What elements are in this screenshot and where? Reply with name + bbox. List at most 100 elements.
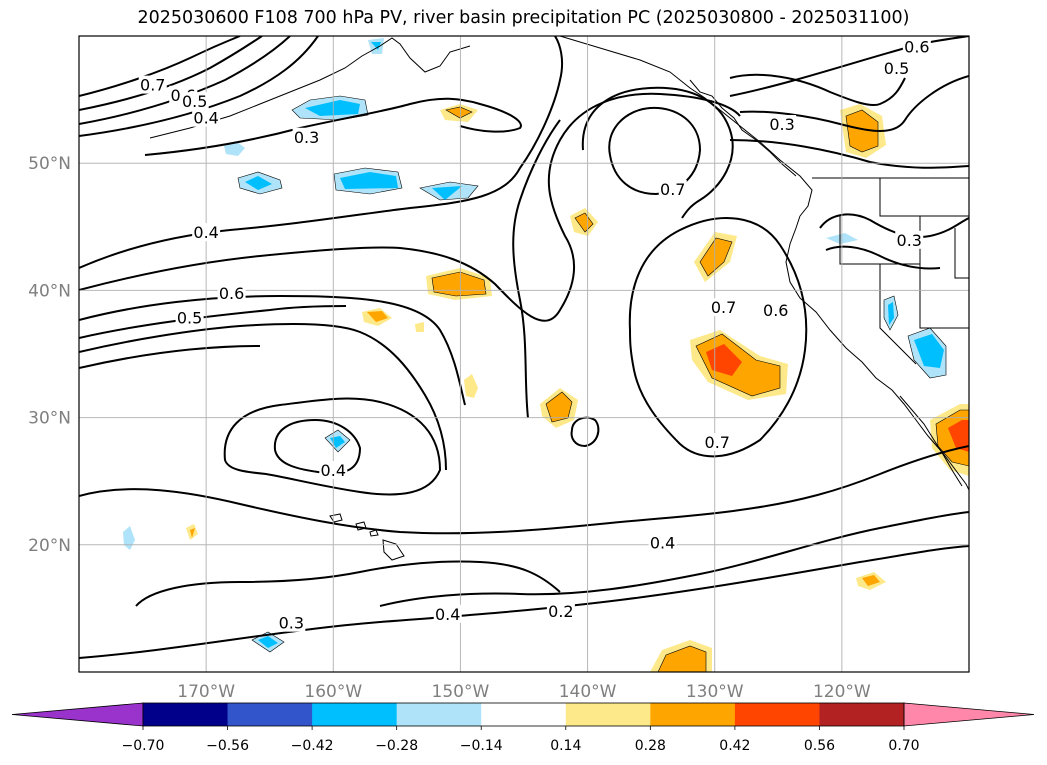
pv-contour	[581, 86, 734, 219]
map-frame	[78, 35, 970, 673]
contour-label-bg	[761, 300, 790, 319]
contour-label-bg	[319, 461, 348, 480]
pv-contour	[79, 36, 241, 97]
contour-label: 0.3	[769, 115, 794, 134]
pv-contour	[79, 294, 466, 406]
colorbar-segment	[143, 703, 229, 726]
pv-contour	[739, 75, 969, 132]
pv-contour	[729, 139, 969, 169]
contour-label: 0.7	[140, 76, 165, 95]
contour-label: 0.4	[321, 461, 346, 480]
contour-label: 0.6	[904, 37, 929, 56]
pv-contour	[144, 97, 522, 156]
hawaii-island	[329, 513, 343, 523]
pv-contour	[223, 397, 442, 496]
contour-label-bg	[902, 37, 931, 56]
contour-label-bg	[138, 75, 167, 94]
contour-label-bg	[192, 108, 221, 127]
lat-tick-label: 50°N	[28, 154, 71, 174]
contour-label-bg	[546, 602, 575, 621]
pv-contour	[729, 73, 906, 106]
colorbar-segment	[481, 703, 567, 726]
map-background	[79, 36, 969, 672]
precip-area	[574, 212, 594, 233]
contour-label: 0.7	[705, 433, 730, 452]
colorbar-tick-label: −0.14	[460, 738, 503, 754]
coastlines	[149, 36, 969, 561]
contour-label: 0.4	[435, 605, 460, 624]
contour-label: 0.6	[763, 301, 788, 320]
alaska-peninsula-coast	[149, 37, 471, 139]
baja-california-coast	[899, 395, 963, 487]
contour-label-bg	[648, 533, 677, 552]
colorbar-tick-label: 0.14	[550, 738, 581, 754]
pv-contour	[79, 36, 291, 125]
pv-contour	[79, 545, 969, 659]
colorbar-tick-label: −0.28	[375, 738, 418, 754]
contour-label: 0.4	[650, 534, 675, 553]
pv-contour	[135, 560, 561, 607]
colorbar-extend-high	[903, 702, 1035, 727]
precip-area	[367, 311, 388, 322]
precip-area	[371, 42, 381, 50]
precip-area	[258, 636, 278, 648]
lon-tick-label: 160°W	[304, 682, 362, 702]
lon-tick-label: 130°W	[686, 682, 744, 702]
pv-contour	[273, 418, 362, 475]
colorbar-tick-label: −0.42	[291, 738, 334, 754]
pv-contour	[79, 345, 261, 369]
contour-label-bg	[768, 115, 797, 134]
pv-contour	[79, 36, 319, 137]
contour-label: 0.7	[660, 180, 685, 199]
contour-label-bg	[175, 308, 204, 327]
us-state-border	[879, 264, 917, 365]
contour-label: 0.3	[897, 231, 922, 250]
lon-tick-label: 140°W	[559, 682, 617, 702]
precip-area	[190, 528, 195, 538]
precip-area	[845, 109, 879, 153]
pv-contour	[628, 217, 808, 458]
colorbar-tick-label: −0.56	[206, 738, 249, 754]
precip-area	[245, 176, 272, 190]
lat-tick-label: 40°N	[28, 281, 71, 301]
precip-area	[224, 141, 245, 156]
us-state-border	[879, 178, 969, 217]
contour-label-bg	[180, 92, 209, 111]
colorbar-segment	[312, 703, 398, 726]
colorbar-tick-label: −0.70	[122, 738, 165, 754]
pv-contour	[79, 92, 741, 322]
colorbar-segment	[227, 703, 313, 726]
hawaii-island	[369, 529, 379, 537]
precip-area	[123, 526, 135, 550]
colorbar-segment	[565, 703, 651, 726]
lon-tick-label: 150°W	[432, 682, 490, 702]
precip-area	[914, 334, 944, 368]
contour-label-bg	[192, 223, 221, 242]
pv-contour	[608, 106, 702, 196]
precip-area	[415, 322, 424, 332]
precip-area	[340, 172, 398, 189]
colorbar-segment	[819, 703, 905, 726]
precip-area	[545, 391, 573, 423]
contour-label-bg	[433, 604, 462, 623]
lon-tick-label: 170°W	[177, 682, 235, 702]
contour-label-bg	[709, 298, 738, 317]
contour-label: 0.2	[548, 602, 573, 621]
precip-area	[699, 237, 733, 277]
contour-label-bg	[292, 127, 321, 146]
pv-contour	[79, 36, 263, 111]
contour-label: 0.3	[279, 614, 304, 633]
lon-tick-label: 120°W	[813, 682, 871, 702]
map-title: 2025030600 F108 700 hPa PV, river basin …	[137, 8, 910, 28]
contour-label: 0.5	[884, 59, 909, 78]
alaska-gulf-coast	[559, 36, 813, 217]
lon-axis-labels: 170°W 160°W 150°W 140°W 130°W 120°W	[177, 682, 871, 702]
contour-label: 0.7	[711, 298, 736, 317]
pv-contour	[512, 119, 561, 419]
contour-label: 0.5	[177, 308, 202, 327]
contour-label-bg	[277, 613, 306, 632]
contour-label: 0.3	[294, 128, 319, 147]
colorbar: −0.70 −0.56 −0.42 −0.28 −0.14 0.14 0.28 0.42 0.5…	[11, 702, 1035, 754]
colorbar-segment	[396, 703, 482, 726]
